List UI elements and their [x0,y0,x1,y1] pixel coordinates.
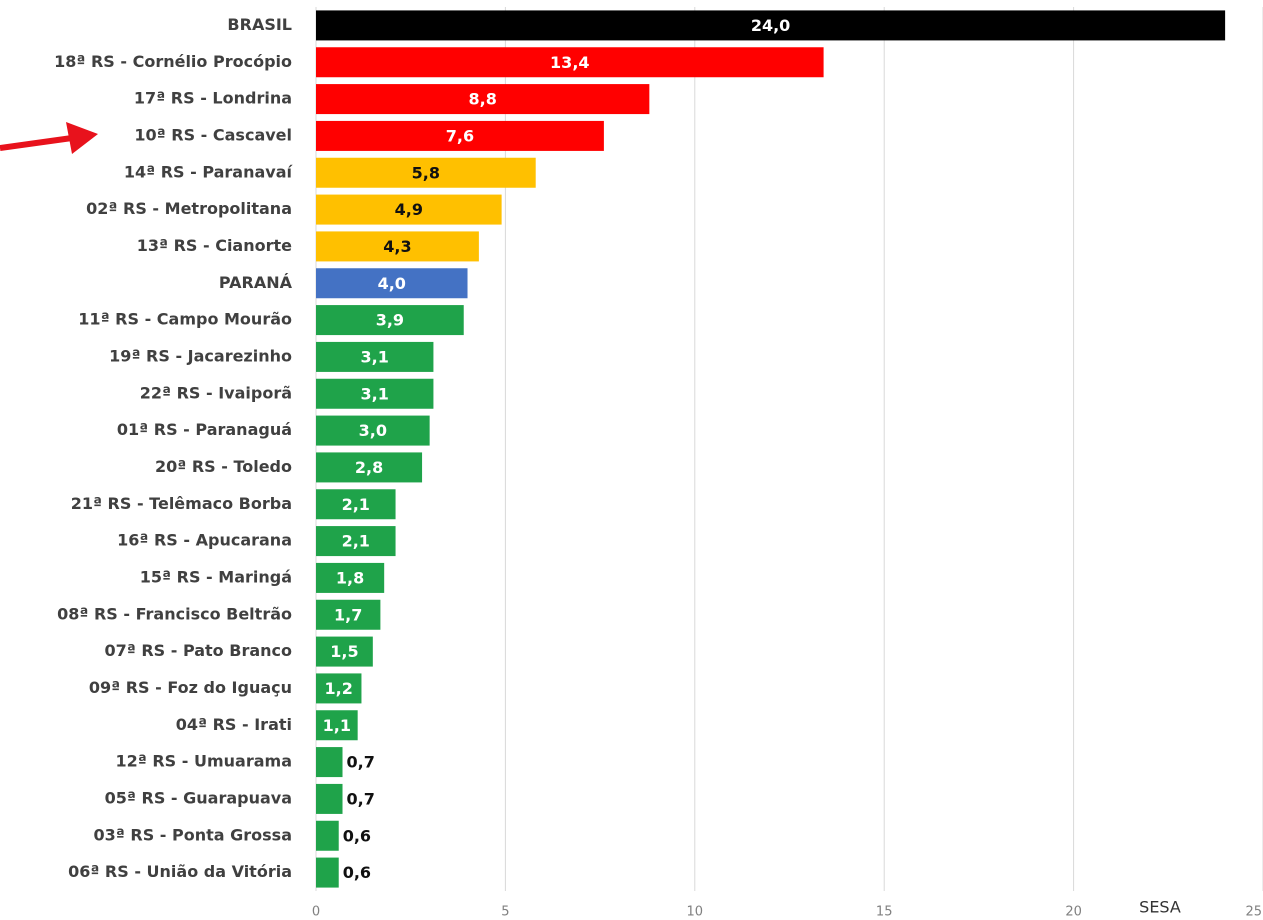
category-label: 19ª RS - Jacarezinho [109,346,292,365]
bar [316,673,362,704]
category-label: 06ª RS - União da Vitória [68,862,292,881]
category-label: 07ª RS - Pato Branco [104,641,292,660]
value-label: 8,8 [469,90,497,109]
bar [316,84,650,115]
bar [316,378,434,409]
bar [316,783,343,814]
value-label: 1,8 [336,568,364,587]
bar [316,341,434,372]
category-label: 21ª RS - Telêmaco Borba [71,494,292,513]
value-label: 4,9 [395,200,423,219]
value-label: 5,8 [412,163,440,182]
value-label: 0,7 [347,753,375,772]
category-label: 01ª RS - Paranaguá [117,420,292,439]
value-label: 2,1 [342,495,370,514]
x-tick-label: 20 [1065,905,1082,920]
category-label: BRASIL [227,15,292,34]
bar [316,636,373,667]
x-tick-label: 5 [501,905,509,920]
bar [316,120,604,151]
category-label: 08ª RS - Francisco Beltrão [57,604,292,623]
category-label: 12ª RS - Umuarama [116,752,293,771]
value-label: 2,1 [342,532,370,551]
bar [316,562,385,593]
value-label: 1,5 [330,642,358,661]
category-label: 17ª RS - Londrina [134,89,292,108]
value-label: 24,0 [751,16,790,35]
value-label: 4,0 [378,274,406,293]
category-label: 14ª RS - Paranavaí [124,162,294,181]
category-label: 15ª RS - Maringá [140,567,292,586]
bar [316,157,536,188]
value-label: 0,7 [347,789,375,808]
value-label: 0,6 [343,826,371,845]
category-label: 20ª RS - Toledo [155,457,292,476]
bar [316,489,396,520]
bar [316,820,339,851]
category-label: 10ª RS - Cascavel [134,125,292,144]
value-label: 4,3 [383,237,411,256]
x-tick-label: 0 [312,905,320,920]
category-label: 09ª RS - Foz do Iguaçu [89,678,292,697]
value-label: 13,4 [550,53,589,72]
category-label: 11ª RS - Campo Mourão [78,310,292,329]
value-label: 0,6 [343,863,371,882]
bar [316,305,464,336]
bar [316,452,423,483]
category-label: 18ª RS - Cornélio Procópio [54,52,292,71]
bar [316,599,381,630]
value-label: 3,1 [361,347,389,366]
bar [316,710,358,741]
category-label: 16ª RS - Apucarana [117,531,292,550]
category-label: 04ª RS - Irati [176,715,292,734]
grid: 0 5 10 15 20 25 [312,7,1263,920]
category-label: 03ª RS - Ponta Grossa [94,825,292,844]
bars: BRASIL 24,0 18ª RS - Cornélio Procópio 13,4… [54,10,1226,888]
bar [316,415,430,446]
bar [316,231,479,262]
annotation: SESA [1139,898,1181,917]
value-label: 1,7 [334,605,362,624]
bar [316,747,343,778]
category-label: 22ª RS - Ivaiporã [140,383,292,402]
value-label: 1,1 [323,716,351,735]
category-label: 05ª RS - Guarapuava [105,788,292,807]
value-label: 3,0 [359,421,387,440]
category-label: 02ª RS - Metropolitana [86,199,292,218]
value-label: 3,9 [376,311,404,330]
arrow-shaft [0,135,73,151]
bar [316,194,502,225]
value-label: 2,8 [355,458,383,477]
value-label: 7,6 [446,126,474,145]
x-tick-label: 25 [1245,905,1262,920]
arrow-head [66,122,98,154]
bar [316,857,339,888]
value-label: 1,2 [325,679,353,698]
bar [316,47,824,78]
category-label: 13ª RS - Cianorte [137,236,292,255]
x-tick-label: 15 [876,905,893,920]
value-label: 3,1 [361,384,389,403]
category-label: PARANÁ [219,273,293,292]
bar [316,526,396,557]
bar [316,268,468,299]
bar [316,10,1226,41]
x-tick-label: 10 [687,905,704,920]
arrow [0,122,98,154]
